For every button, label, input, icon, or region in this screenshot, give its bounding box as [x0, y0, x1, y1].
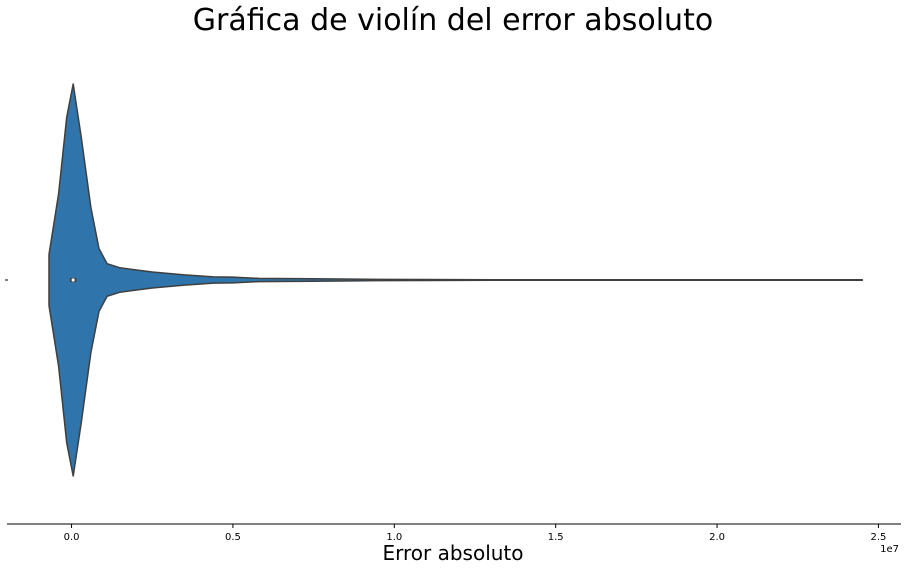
- violin-median-dot: [71, 278, 75, 282]
- x-tick-label: 1.5: [548, 532, 564, 543]
- violin-body: [48, 83, 864, 477]
- chart-title: Gráfica de violín del error absoluto: [193, 3, 713, 38]
- x-tick-label: 0.0: [64, 532, 80, 543]
- x-axis-ticks: 0.0 0.5 1.0 1.5 2.0 2.5: [64, 524, 886, 543]
- x-tick-label: 2.5: [870, 532, 886, 543]
- x-tick-label: 0.5: [225, 532, 241, 543]
- plot-area: [48, 83, 864, 477]
- x-axis-label: Error absoluto: [382, 541, 523, 565]
- x-tick-label: 1.0: [386, 532, 402, 543]
- x-tick-label: 2.0: [709, 532, 725, 543]
- x-offset-label: 1e7: [880, 544, 899, 555]
